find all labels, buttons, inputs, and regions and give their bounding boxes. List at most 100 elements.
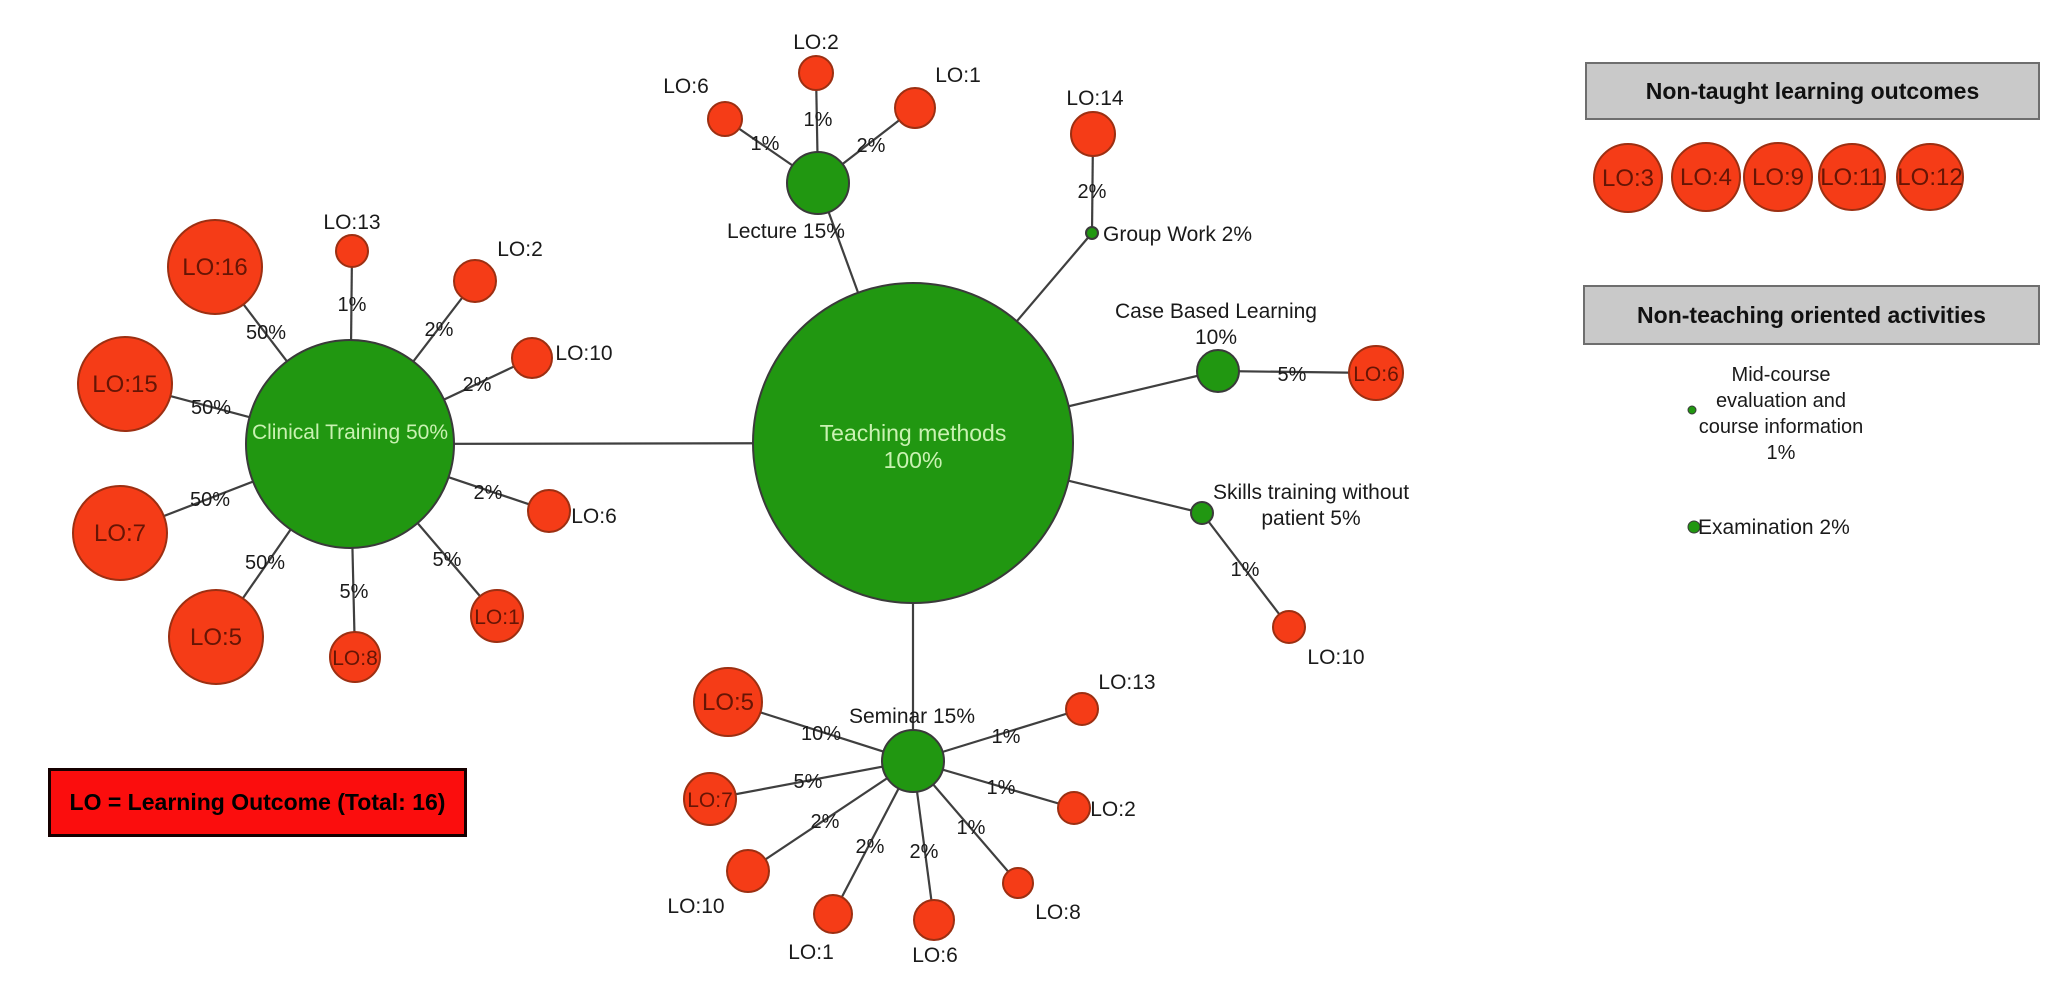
edge-label-clinical-ct-lo2: 2% [425,319,454,341]
ct-lo1-node [470,589,524,643]
edge-label-seminar-sem-lo6: 2% [910,841,939,863]
sem-lo1-node [813,894,853,934]
ct-lo6-label: LO:6 [571,505,617,528]
edge-label-skills-sk-lo10: 1% [1231,559,1260,581]
edge-seminar-sem-lo10 [747,760,914,872]
nt-lo3-node [1593,143,1663,213]
legend-box: LO = Learning Outcome (Total: 16) [48,768,467,837]
sem-lo6-node [913,899,955,941]
ct-lo1-label: LO:1 [474,606,520,629]
lec-lo6-node [707,101,743,137]
edge-label-clinical-ct-lo5: 50% [245,552,285,574]
ct-lo16-node [167,219,263,315]
sem-lo6-label: LO:6 [912,944,958,967]
ct-lo2-node [453,259,497,303]
midcourse-dot [1687,405,1697,415]
nt-lo12-label: LO:12 [1897,164,1962,191]
nt-lo4-node [1671,142,1741,212]
skills-node [1190,501,1214,525]
ct-lo5-label: LO:5 [190,624,242,651]
ct-lo16-label: LO:16 [182,254,247,281]
edge-label-clinical-ct-lo10: 2% [463,374,492,396]
teaching-label: Teaching methods 100% [820,420,1007,473]
edge-label-clinical-ct-lo7: 50% [190,489,230,511]
edge-label-clinical-ct-lo16: 50% [246,322,286,344]
edge-label-clinical-ct-lo8: 5% [340,581,369,603]
non-taught-outcomes-header: Non-taught learning outcomes [1585,62,2040,120]
cbl-label: Case Based Learning 10% [1115,300,1317,349]
sem-lo7-node [683,772,737,826]
sem-lo7-label: LO:7 [687,789,733,812]
lec-lo2-label: LO:2 [793,31,839,54]
sem-lo10-node [726,849,770,893]
edge-label-lecture-lec-lo1: 2% [857,135,886,157]
ct-lo13-label: LO:13 [323,211,380,234]
sk-lo10-label: LO:10 [1307,646,1364,669]
edge-label-seminar-sem-lo8: 1% [957,817,986,839]
sem-lo8-node [1002,867,1034,899]
sem-lo1-label: LO:1 [788,941,834,964]
nt-lo4-label: LO:4 [1680,164,1732,191]
ct-lo15-node [77,336,173,432]
nt-lo9-label: LO:9 [1752,164,1804,191]
clinical-node [245,339,455,549]
seminar-label: Seminar 15% [849,705,975,728]
edge-label-seminar-sem-lo13: 1% [992,726,1021,748]
cbl-node [1196,349,1240,393]
edge-label-clinical-ct-lo15: 50% [191,397,231,419]
gw-lo14-label: LO:14 [1066,87,1124,110]
nt-lo9-node [1743,142,1813,212]
ct-lo7-label: LO:7 [94,520,146,547]
lec-lo1-label: LO:1 [935,64,981,87]
non-taught-outcomes-title: Non-taught learning outcomes [1645,77,1980,104]
edge-label-clinical-ct-lo1: 5% [433,549,462,571]
ct-lo6-node [527,489,571,533]
lecture-label: Lecture 15% [727,220,845,243]
sem-lo2-node [1057,791,1091,825]
lec-lo2-node [798,55,834,91]
sem-lo10-label: LO:10 [667,895,724,918]
examination-text: Examination 2% [1698,516,1850,539]
midcourse-text: Mid-course evaluation and course informati… [1699,364,1864,464]
ct-lo13-node [335,234,369,268]
clinical-label: Clinical Training 50% [252,421,448,444]
cbl-lo6-label: LO:6 [1353,363,1399,386]
edge-seminar-sem-lo7 [709,759,914,801]
edge-label-lecture-lec-lo6: 1% [751,133,780,155]
seminar-node [881,729,945,793]
nt-lo11-label: LO:11 [1820,164,1884,191]
ct-lo2-label: LO:2 [497,238,543,261]
ct-lo7-node [72,485,168,581]
sem-lo13-node [1065,692,1099,726]
nt-lo3-label: LO:3 [1602,165,1654,192]
edge-label-clinical-ct-lo6: 2% [474,482,503,504]
ct-lo15-label: LO:15 [92,371,157,398]
skills-label: Skills training without patient 5% [1213,481,1409,530]
ct-lo8-label: LO:8 [332,647,378,670]
edge-label-seminar-sem-lo2: 1% [987,777,1016,799]
edge-label-seminar-sem-lo1: 2% [856,836,885,858]
sem-lo2-label: LO:2 [1090,798,1136,821]
gw-lo14-node [1070,111,1116,157]
edge-label-lecture-lec-lo2: 1% [804,109,833,131]
ct-lo8-node [329,631,381,683]
non-teaching-activities-title: Non-teaching oriented activities [1637,301,1986,328]
ct-lo5-node [168,589,264,685]
sem-lo13-label: LO:13 [1098,671,1155,694]
edge-label-clinical-ct-lo13: 1% [338,294,367,316]
edge-label-groupwork-gw-lo14: 2% [1078,181,1107,203]
cbl-lo6-node [1348,345,1404,401]
teaching-node [752,282,1074,604]
edge-skills-sk-lo10 [1201,512,1290,628]
edge-label-seminar-sem-lo10: 2% [811,811,840,833]
legend-label: LO = Learning Outcome (Total: 16) [69,789,446,815]
non-teaching-activities-header: Non-teaching oriented activities [1583,285,2040,345]
groupwork-label: Group Work 2% [1103,223,1252,246]
sem-lo5-label: LO:5 [702,689,754,716]
sem-lo5-node [693,667,763,737]
nt-lo12-node [1896,143,1964,211]
edge-label-seminar-sem-lo5: 10% [801,723,841,745]
ct-lo10-node [511,337,553,379]
groupwork-node [1085,226,1099,240]
